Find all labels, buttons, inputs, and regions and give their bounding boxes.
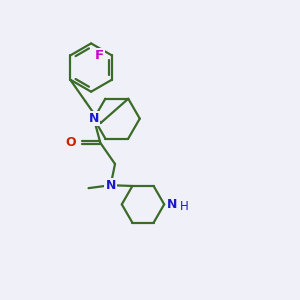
Text: O: O (65, 136, 76, 149)
Text: N: N (105, 179, 116, 192)
Text: N: N (88, 112, 99, 125)
Text: H: H (179, 200, 188, 213)
Text: F: F (95, 49, 104, 62)
Text: N: N (167, 198, 178, 211)
